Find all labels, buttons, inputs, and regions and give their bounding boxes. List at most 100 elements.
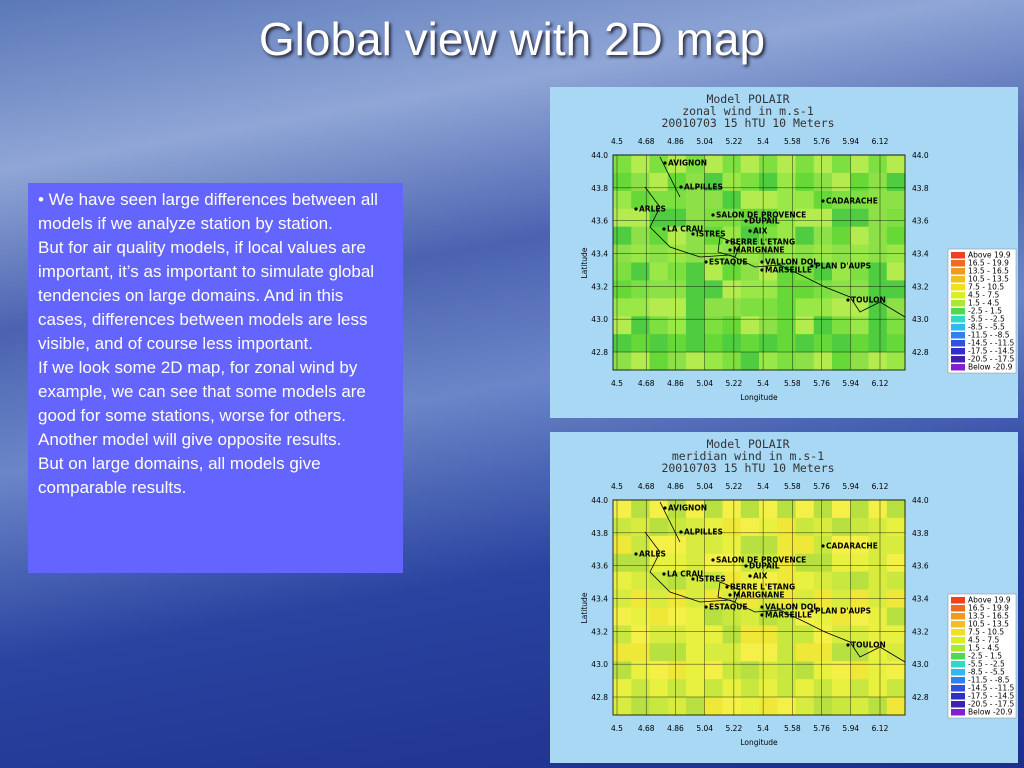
field-cell	[813, 244, 833, 263]
field-cell	[631, 280, 650, 299]
field-cell	[649, 661, 669, 680]
field-cell	[850, 190, 869, 210]
lon-tick-label: 5.22	[726, 482, 743, 491]
field-cell	[740, 208, 760, 228]
field-cell	[795, 643, 815, 662]
field-cell	[649, 155, 669, 174]
field-cell	[631, 298, 650, 317]
coastline	[659, 501, 741, 603]
field-cell	[740, 316, 760, 335]
field-cell	[886, 643, 906, 662]
station-dot	[725, 240, 729, 244]
legend-swatch	[951, 621, 965, 628]
station-dot	[725, 585, 729, 589]
field-cell	[795, 208, 815, 228]
station-label: MARSEILLE	[765, 266, 812, 275]
legend-swatch	[951, 677, 965, 684]
field-cell	[667, 625, 687, 644]
field-cell	[631, 316, 650, 335]
station-label: BERRE L'ETANG	[730, 238, 795, 247]
station-label: BERRE L'ETANG	[730, 583, 795, 592]
field-cell	[686, 244, 705, 263]
map-figure: 4.5 4.5 4.68 4.68 4.86 4.86 5.04 5.04 5.22 5.22 5.…	[550, 432, 1018, 763]
lon-tick-label: 6.12	[872, 379, 889, 388]
field-cell	[686, 262, 705, 281]
field-cell	[686, 316, 705, 335]
field-cell	[850, 679, 869, 698]
field-cell	[613, 262, 632, 281]
field-cell	[832, 553, 851, 573]
field-cell	[759, 208, 778, 228]
field-cell	[740, 589, 760, 608]
field-cell	[886, 190, 906, 210]
legend-label: -11.5 - -8.5	[968, 676, 1010, 685]
field-cell	[613, 661, 632, 680]
field-cell	[795, 607, 815, 626]
lon-tick-label: 6.12	[872, 137, 889, 146]
station-label: PLAN D'AUPS	[815, 607, 871, 616]
lat-tick-label: 43.6	[591, 562, 608, 571]
field-cell	[759, 589, 778, 608]
field-cell	[740, 244, 760, 263]
lon-tick-label: 5.04	[696, 379, 713, 388]
field-cell	[740, 661, 760, 680]
station-label: ISTRES	[696, 230, 726, 239]
lon-tick-label: 6.12	[872, 482, 889, 491]
field-cell	[813, 500, 833, 519]
field-cell	[686, 643, 705, 662]
field-cell	[649, 262, 669, 281]
field-cell	[777, 334, 796, 353]
field-cell	[795, 298, 815, 317]
station-dot	[810, 609, 814, 613]
legend-label: -17.5 - -14.5	[968, 347, 1015, 356]
field-cell	[649, 553, 669, 573]
lon-tick-label: 5.4	[757, 137, 769, 146]
field-cell	[795, 571, 815, 591]
station-dot	[760, 268, 764, 272]
field-cell	[795, 517, 815, 537]
field-cell	[832, 679, 851, 698]
field-cell	[613, 589, 632, 608]
field-cell	[722, 280, 742, 299]
lon-tick-label: 4.68	[638, 724, 655, 733]
field-cell	[759, 697, 778, 716]
station-label: ALPILLES	[684, 528, 723, 537]
field-cell	[795, 535, 815, 555]
legend-label: Below -20.9	[968, 708, 1013, 717]
legend-swatch	[951, 316, 965, 323]
y-axis-label: Latitude	[580, 247, 589, 278]
field-cell	[759, 535, 778, 555]
field-cell	[832, 280, 851, 299]
field-cell	[686, 535, 705, 555]
station-dot	[748, 229, 752, 233]
legend-swatch	[951, 669, 965, 676]
legend-label: 13.5 - 16.5	[968, 267, 1009, 276]
field-cell	[813, 316, 833, 335]
field-cell	[686, 517, 705, 537]
field-cell	[631, 571, 650, 591]
field-cell	[795, 661, 815, 680]
lon-tick-label: 5.04	[696, 724, 713, 733]
station-dot	[662, 572, 666, 576]
station-dot	[704, 605, 708, 609]
legend-swatch	[951, 693, 965, 700]
field-cell	[777, 280, 796, 299]
field-cell	[649, 697, 669, 716]
station-dot	[711, 558, 715, 562]
station-label: CADARACHE	[826, 542, 878, 551]
field-cell	[704, 607, 723, 626]
legend-label: Below -20.9	[968, 363, 1013, 372]
field-cell	[777, 607, 796, 626]
field-cell	[631, 244, 650, 263]
field-cell	[777, 553, 796, 573]
field-cell	[740, 226, 760, 246]
lat-tick-label: 43.4	[912, 250, 929, 259]
field-cell	[704, 190, 723, 210]
field-cell	[704, 697, 723, 716]
lat-tick-label: 43.2	[912, 282, 929, 291]
paragraph: But on large domains, all models give co…	[38, 454, 321, 497]
field-cell	[667, 190, 687, 210]
field-cell	[667, 607, 687, 626]
field-cell	[868, 643, 888, 662]
field-cell	[886, 155, 906, 174]
